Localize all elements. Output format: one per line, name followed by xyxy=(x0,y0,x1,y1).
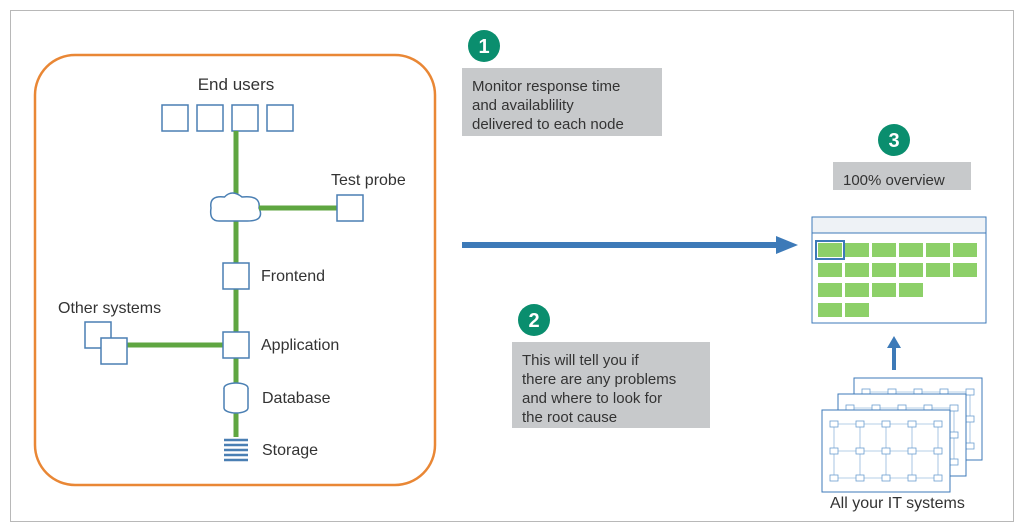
dashboard-tile xyxy=(818,283,842,297)
other-systems-box-front xyxy=(101,338,127,364)
dashboard-tile xyxy=(818,303,842,317)
callout-text: and where to look for xyxy=(522,390,662,407)
up-arrow xyxy=(887,336,901,370)
dashboard-tile xyxy=(872,283,896,297)
architecture-panel: End users Test probe Frontend Other systems… xyxy=(35,55,435,485)
callout-text: This will tell you if xyxy=(522,352,640,369)
dashboard-tile xyxy=(818,263,842,277)
callout-text: delivered to each node xyxy=(472,116,624,133)
dashboard-tile xyxy=(953,243,977,257)
dashboard-tile xyxy=(899,283,923,297)
callout-text: the root cause xyxy=(522,409,617,426)
test-probe-box xyxy=(337,195,363,221)
end-users-title: End users xyxy=(198,75,275,94)
node-label: Frontend xyxy=(261,268,325,285)
cloud-icon xyxy=(211,193,261,221)
callout-text: and availablility xyxy=(472,97,574,114)
end-user-box-3 xyxy=(267,105,293,131)
end-user-box-2 xyxy=(232,105,258,131)
end-user-box-0 xyxy=(162,105,188,131)
frontend-box xyxy=(223,263,249,289)
dashboard-tile xyxy=(926,263,950,277)
node-label: Database xyxy=(262,390,331,407)
callout-text: 100% overview xyxy=(843,172,945,189)
dashboard-tile xyxy=(872,263,896,277)
dashboard-titlebar xyxy=(812,217,986,233)
dashboard-tile xyxy=(845,263,869,277)
node-label: Test probe xyxy=(331,172,406,189)
node-label: Other systems xyxy=(58,300,161,317)
it-systems-label: All your IT systems xyxy=(830,495,965,512)
arrow-head xyxy=(776,236,798,254)
diagram-stage: End users Test probe Frontend Other systems… xyxy=(0,0,1024,532)
up-arrow-head xyxy=(887,336,901,348)
end-user-box-1 xyxy=(197,105,223,131)
callout-text: Monitor response time xyxy=(472,78,620,95)
main-arrow xyxy=(462,236,798,254)
dashboard-tile xyxy=(899,243,923,257)
application-box xyxy=(223,332,249,358)
dashboard-tile xyxy=(953,263,977,277)
node-label: Storage xyxy=(262,442,318,459)
node-label: Application xyxy=(261,337,339,354)
dashboard-tile xyxy=(845,243,869,257)
dashboard-thumbnail xyxy=(812,217,986,323)
dashboard-tile xyxy=(872,243,896,257)
dashboard-tile xyxy=(899,263,923,277)
callout-text: there are any problems xyxy=(522,371,676,388)
dashboard-tile xyxy=(926,243,950,257)
badge-number: 2 xyxy=(528,310,539,332)
badge-number: 3 xyxy=(888,130,899,152)
badge-number: 1 xyxy=(478,36,489,58)
dashboard-tile xyxy=(845,283,869,297)
dashboard-tile xyxy=(845,303,869,317)
it-systems-stack: All your IT systems xyxy=(822,378,982,512)
database-body xyxy=(224,388,248,413)
dashboard-tile xyxy=(818,243,842,257)
